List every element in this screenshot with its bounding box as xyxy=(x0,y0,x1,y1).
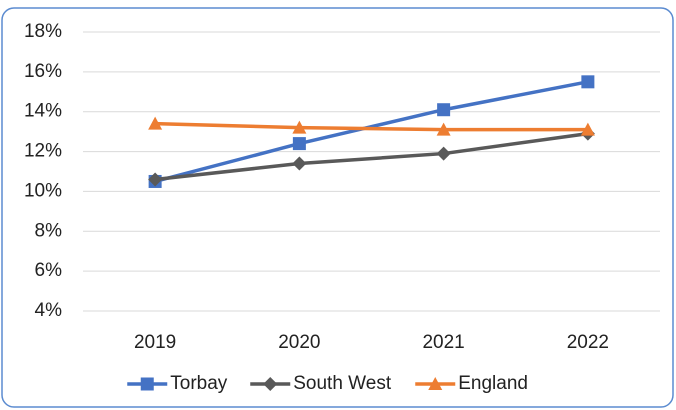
x-tick-label: 2022 xyxy=(567,332,609,353)
data-point xyxy=(436,122,451,136)
y-tick-label: 12% xyxy=(24,141,62,162)
data-point xyxy=(292,120,307,134)
chart-frame xyxy=(1,7,674,408)
data-point xyxy=(292,137,306,151)
data-point xyxy=(292,156,307,171)
legend-label: South West xyxy=(293,373,392,394)
y-tick-label: 4% xyxy=(35,300,63,321)
y-tick-label: 8% xyxy=(35,220,63,241)
data-point xyxy=(148,172,163,187)
series-line xyxy=(154,80,589,184)
legend-swatch-marker xyxy=(263,377,278,391)
x-tick-label: 2021 xyxy=(422,332,464,353)
y-tick-label: 18% xyxy=(24,21,62,42)
data-point xyxy=(580,122,595,136)
legend-swatch-marker xyxy=(140,377,154,391)
data-point xyxy=(148,116,163,130)
legend-label: England xyxy=(458,373,528,394)
data-point xyxy=(581,75,595,89)
y-tick-label: 6% xyxy=(35,260,63,281)
legend-label: Torbay xyxy=(170,373,228,394)
legend-swatch-marker xyxy=(428,377,443,390)
y-tick-label: 16% xyxy=(24,61,62,82)
x-tick-label: 2020 xyxy=(278,332,320,353)
y-tick-label: 14% xyxy=(24,101,62,122)
data-point xyxy=(436,146,451,161)
y-tick-label: 10% xyxy=(24,180,62,201)
x-tick-label: 2019 xyxy=(134,332,176,353)
data-point xyxy=(437,103,451,117)
series-line xyxy=(154,131,589,182)
series-line xyxy=(155,121,588,132)
